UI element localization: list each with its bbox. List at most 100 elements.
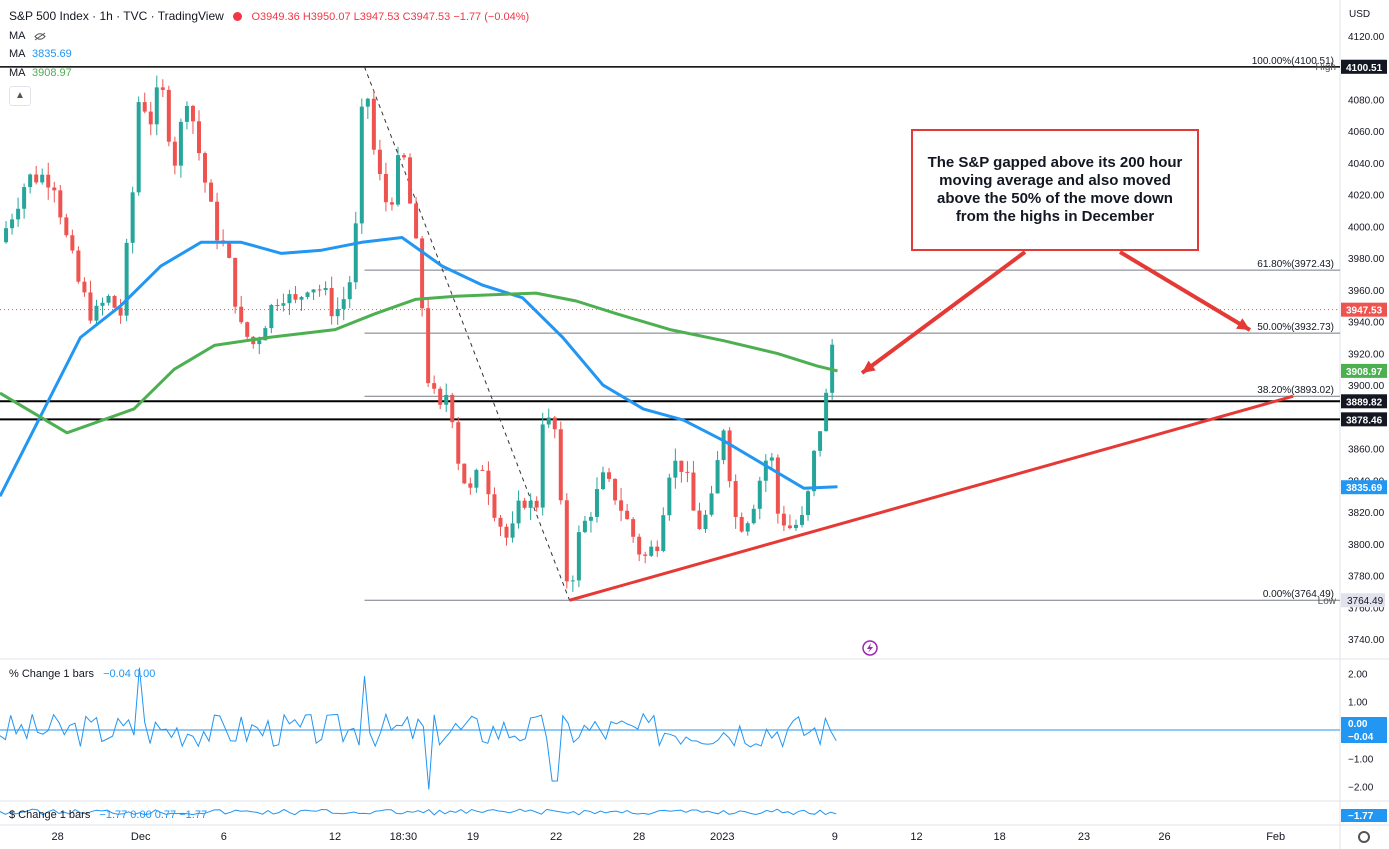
candle-body [100, 302, 105, 306]
annotation-arrow-ma [860, 250, 1027, 375]
fib-level-label: 50.00%(3932.73) [1257, 322, 1334, 333]
pct-badge-bg [1341, 730, 1387, 743]
candle-body [329, 287, 334, 317]
candle-body [34, 174, 39, 183]
candle-body [395, 155, 400, 205]
x-tick-label: 12 [910, 831, 922, 843]
y-tick-label: 4000.00 [1348, 222, 1385, 233]
candle-body [528, 500, 533, 508]
dollar-change-legend[interactable]: $ Change 1 bars −1.77 0.00 0.77 −1.77 [9, 809, 208, 821]
candle-body [468, 483, 473, 488]
ma-fast-line [0, 236, 838, 497]
candle-body [287, 294, 292, 304]
candle-body [130, 192, 135, 243]
candle-body [239, 306, 244, 323]
candle-body [10, 219, 15, 229]
candle-body [775, 457, 780, 514]
ma-legend-slow[interactable]: MA 3908.97 [9, 67, 72, 79]
candle-body [438, 388, 443, 405]
status-dot [233, 12, 243, 22]
x-tick-label: 2023 [710, 831, 734, 843]
candle-body [281, 303, 286, 306]
candle-body [106, 296, 111, 303]
candle-body [28, 174, 33, 188]
x-tick-label: 18:30 [390, 831, 418, 843]
candle-body [721, 430, 726, 461]
price-badge-value: 4100.51 [1346, 63, 1383, 74]
candle-body [474, 469, 479, 488]
price-badge-bg [1341, 593, 1385, 608]
price-badge-bg [1341, 59, 1387, 74]
y-tick-label: 3820.00 [1348, 508, 1385, 519]
candle-body [203, 153, 208, 183]
price-badge-bg [1341, 363, 1387, 378]
candle-body [824, 392, 829, 432]
x-tick-label: 19 [467, 831, 479, 843]
candle-body [148, 111, 153, 125]
symbol-title: S&P 500 Index · 1h · TVC · TradingView [9, 9, 224, 23]
dollar-badge-value: −1.77 [1348, 811, 1374, 822]
y-tick-label: 3980.00 [1348, 254, 1385, 265]
candle-body [715, 460, 720, 494]
price-badge-value: 3764.49 [1347, 596, 1384, 607]
candle-body [763, 460, 768, 481]
x-tick-label: 6 [221, 831, 227, 843]
candle-body [118, 307, 123, 316]
x-tick-label: Dec [131, 831, 151, 843]
support-trendline [569, 394, 1294, 602]
candle-body [178, 121, 183, 166]
ma-legend-blank[interactable]: MA [9, 29, 46, 43]
candle-body [263, 328, 268, 341]
candle-body [317, 289, 322, 291]
collapse-legend-button[interactable]: ▲ [9, 86, 31, 106]
chevron-up-icon: ▲ [15, 90, 25, 101]
close-value: 3947.53 [410, 11, 451, 23]
candle-body [613, 478, 618, 501]
candle-body [498, 517, 503, 527]
price-badge-value: 3908.97 [1346, 367, 1383, 378]
candle-body [625, 510, 630, 520]
x-tick-label: 12 [329, 831, 341, 843]
y-tick-label: 3960.00 [1348, 286, 1385, 297]
currency-label[interactable]: USD [1349, 9, 1371, 20]
ma-slow-line [0, 291, 838, 435]
y-tick-label: 4020.00 [1348, 191, 1385, 202]
candle-body [594, 489, 599, 517]
open-value: 3949.36 [260, 11, 300, 23]
low-value: 3947.53 [359, 11, 400, 23]
candle-body [166, 89, 171, 142]
candle-body [40, 174, 45, 183]
candle-body [233, 257, 238, 307]
candle-body [359, 106, 364, 224]
pct-change-legend[interactable]: % Change 1 bars −0.04 0.00 [9, 668, 156, 680]
ma-legend-fast[interactable]: MA 3835.69 [9, 48, 72, 60]
candle-body [52, 187, 57, 191]
y-tick-label: 3900.00 [1348, 381, 1385, 392]
annotation-arrow-ma-head [862, 360, 876, 373]
price-badge-label: High [1315, 62, 1336, 73]
candle-body [793, 524, 798, 529]
x-tick-label: 26 [1158, 831, 1170, 843]
candle-body [293, 294, 298, 300]
price-badge-value: 3889.82 [1346, 397, 1383, 408]
y-tick-label: 3760.00 [1348, 603, 1385, 614]
candle-body [209, 182, 214, 202]
change-value: −1.77 (−0.04%) [453, 11, 530, 23]
candle-body [552, 417, 557, 430]
y-tick-label: 3940.00 [1348, 318, 1385, 329]
candle-body [564, 500, 569, 582]
x-tick-label: 23 [1078, 831, 1090, 843]
candle-body [661, 515, 666, 552]
y-tick-label: 3800.00 [1348, 540, 1385, 551]
candle-body [389, 202, 394, 205]
fib-level-label: 100.00%(4100.51) [1252, 56, 1334, 67]
candle-body [76, 250, 81, 282]
eye-off-icon[interactable] [34, 32, 46, 41]
candle-body [88, 292, 93, 321]
candle-body [492, 494, 497, 518]
candle-body [245, 322, 250, 337]
pct-tick-label: −1.00 [1348, 754, 1374, 765]
candle-body [757, 480, 762, 509]
annotation-callout[interactable]: The S&P gapped above its 200 hour moving… [911, 129, 1199, 251]
